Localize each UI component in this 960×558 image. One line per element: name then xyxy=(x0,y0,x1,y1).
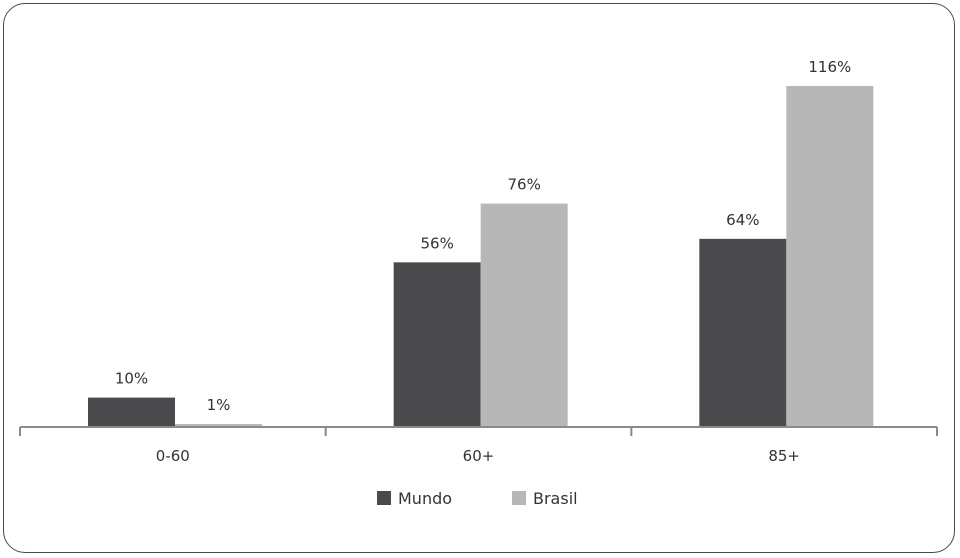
data-label-brasil-0-60: 1% xyxy=(207,396,231,414)
data-label-mundo-85+: 64% xyxy=(726,211,759,229)
data-label-brasil-85+: 116% xyxy=(808,58,851,76)
bar-mundo-85+ xyxy=(699,238,787,427)
category-label-60+: 60+ xyxy=(463,447,495,465)
bar-brasil-0-60 xyxy=(175,424,262,427)
bar-mundo-0-60 xyxy=(88,397,175,427)
data-label-mundo-60+: 56% xyxy=(420,234,453,252)
legend-label-mundo: Mundo xyxy=(398,489,452,508)
legend-swatch-brasil xyxy=(512,491,526,505)
legend-swatch-mundo xyxy=(377,491,391,505)
data-label-brasil-60+: 76% xyxy=(507,176,540,194)
legend-label-brasil: Brasil xyxy=(533,489,578,508)
category-label-85+: 85+ xyxy=(768,447,800,465)
bar-brasil-85+ xyxy=(786,85,874,428)
bar-mundo-60+ xyxy=(393,262,481,427)
data-label-mundo-0-60: 10% xyxy=(115,370,148,388)
bar-brasil-60+ xyxy=(480,203,568,427)
category-label-0-60: 0-60 xyxy=(156,447,190,465)
